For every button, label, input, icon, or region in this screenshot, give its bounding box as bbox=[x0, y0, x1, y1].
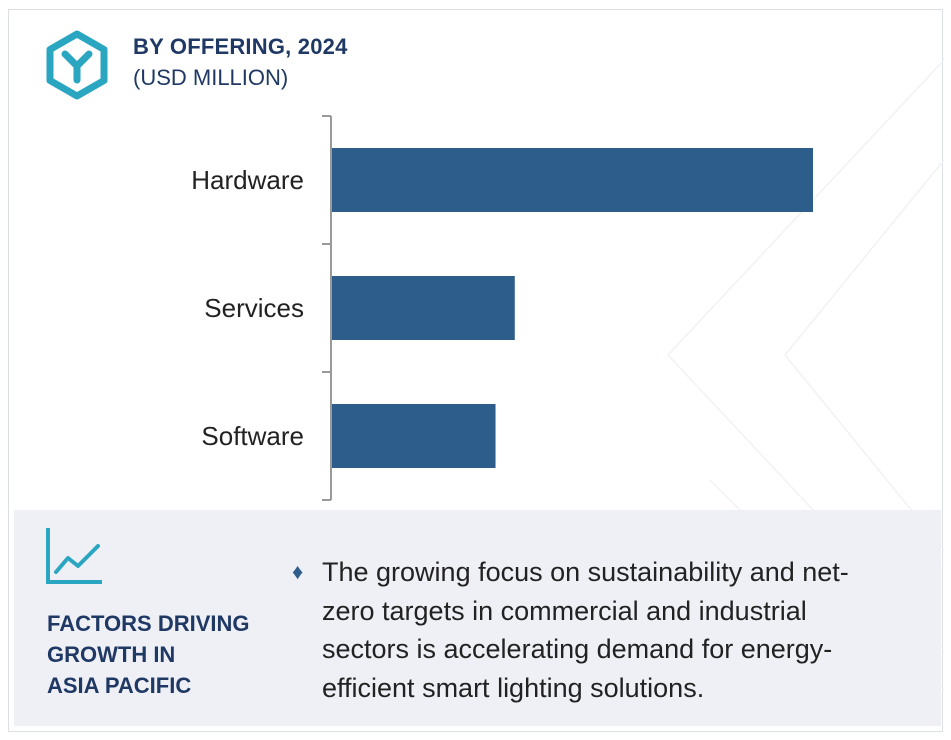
bullet-line: The growing focus on sustainability and … bbox=[322, 557, 849, 587]
bar-chart: Hardware Services Software bbox=[191, 115, 813, 501]
factors-heading-line: ASIA PACIFIC bbox=[47, 673, 192, 698]
line-chart-icon bbox=[46, 528, 102, 584]
factors-heading-line: FACTORS DRIVING bbox=[47, 611, 250, 636]
bar-services bbox=[332, 276, 515, 340]
bullet-line: sectors is accelerating demand for energ… bbox=[322, 634, 833, 664]
category-label-services: Services bbox=[204, 293, 304, 323]
factors-panel bbox=[14, 510, 941, 726]
factors-heading-line: GROWTH IN bbox=[47, 642, 176, 667]
chart-subtitle: (USD MILLION) bbox=[133, 65, 289, 90]
bullet-line: efficient smart lighting solutions. bbox=[322, 672, 705, 703]
category-label-software: Software bbox=[201, 421, 304, 451]
category-axis bbox=[322, 115, 332, 501]
category-labels: Hardware Services Software bbox=[191, 165, 304, 451]
category-label-hardware: Hardware bbox=[191, 165, 304, 195]
hexagon-y-logo-icon bbox=[46, 30, 108, 100]
chart-title: BY OFFERING, 2024 bbox=[133, 34, 348, 59]
bullet-line: zero targets in commercial and industria… bbox=[322, 595, 807, 626]
bar-software bbox=[332, 404, 496, 468]
bar-hardware bbox=[332, 148, 813, 212]
bullet-diamond-icon: ♦ bbox=[292, 559, 304, 584]
factors-heading: FACTORS DRIVING GROWTH IN ASIA PACIFIC bbox=[47, 608, 287, 701]
bar-series bbox=[332, 148, 813, 468]
factor-bullet-text: The growing focus on sustainability and … bbox=[322, 553, 897, 707]
